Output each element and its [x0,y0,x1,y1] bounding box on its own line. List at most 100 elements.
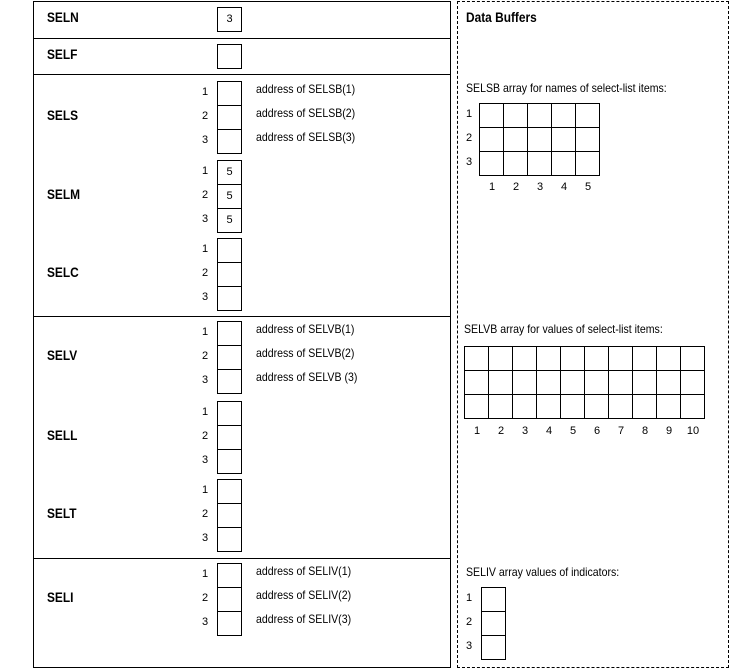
selsb-cell [551,151,576,176]
index-label: 1 [201,406,209,418]
selsb-cell [527,103,552,128]
selsb-caption: SELSB array for names of select-list ite… [466,81,667,95]
seliv-row-label: 1 [465,592,473,604]
selsb-col-label: 1 [488,181,496,193]
field-cell [217,425,242,450]
section-divider [33,316,451,317]
index-label: 1 [201,165,209,177]
field-cell [217,321,242,346]
field-label-selm: SELM [47,186,81,202]
index-label: 1 [201,243,209,255]
field-cell: 5 [217,160,242,185]
field-cell [217,105,242,130]
selvb-cell [488,346,513,371]
index-label: 3 [201,213,209,225]
selvb-cell [464,346,489,371]
index-label: 3 [201,134,209,146]
selvb-cell [608,346,633,371]
seliv-row-label: 2 [465,616,473,628]
selsb-col-label: 2 [512,181,520,193]
selsb-cell [551,103,576,128]
selvb-cell [488,370,513,395]
field-cell [217,238,242,263]
address-label: address of SELSB(1) [256,82,356,96]
selsb-row-label: 3 [465,156,473,168]
field-cell [217,479,242,504]
selvb-cell [512,394,537,419]
field-cell [217,262,242,287]
selvb-cell [632,394,657,419]
selvb-cell [632,370,657,395]
selvb-cell [584,394,609,419]
selvb-col-label: 10 [686,425,700,437]
field-cell [217,587,242,612]
selvb-cell [536,370,561,395]
selvb-cell [656,394,681,419]
field-cell [217,44,242,69]
selvb-col-label: 9 [665,425,673,437]
index-label: 2 [201,430,209,442]
selvb-cell [488,394,513,419]
field-cell: 5 [217,184,242,209]
descriptor-box [33,1,451,668]
selsb-col-label: 5 [584,181,592,193]
selsb-row-label: 2 [465,132,473,144]
selvb-cell [656,370,681,395]
selvb-cell [680,394,705,419]
address-label: address of SELVB(1) [256,322,355,336]
selvb-col-label: 2 [497,425,505,437]
field-cell [217,129,242,154]
index-label: 2 [201,350,209,362]
field-label-seln: SELN [47,9,79,25]
selvb-cell [680,346,705,371]
selvb-cell [512,346,537,371]
section-divider [33,38,451,39]
index-label: 2 [201,267,209,279]
address-label: address of SELIV(3) [256,612,352,626]
index-label: 3 [201,291,209,303]
selsb-cell [551,127,576,152]
index-label: 1 [201,86,209,98]
index-label: 1 [201,568,209,580]
selvb-cell [536,394,561,419]
seliv-row-label: 3 [465,640,473,652]
field-label-selc: SELC [47,264,79,280]
field-label-sels: SELS [47,107,79,123]
field-cell: 3 [217,7,242,32]
selvb-cell [464,370,489,395]
index-label: 1 [201,484,209,496]
section-divider [33,74,451,75]
field-label-selt: SELT [47,505,77,521]
selsb-cell [575,151,600,176]
selvb-cell [632,346,657,371]
selvb-cell [680,370,705,395]
field-cell [217,449,242,474]
field-cell [217,81,242,106]
selsb-cell [503,103,528,128]
selsb-cell [479,151,504,176]
address-label: address of SELSB(3) [256,130,356,144]
index-label: 1 [201,326,209,338]
field-cell [217,345,242,370]
selvb-cell [608,394,633,419]
selsb-row-label: 1 [465,108,473,120]
selsb-cell [479,127,504,152]
selvb-cell [584,370,609,395]
data-buffers-box [457,1,729,668]
selsb-cell [479,103,504,128]
address-label: address of SELIV(2) [256,588,352,602]
selvb-cell [560,394,585,419]
field-cell [217,286,242,311]
selvb-cell [536,346,561,371]
seliv-caption: SELIV array values of indicators: [466,565,620,579]
field-label-seli: SELI [47,589,74,605]
address-label: address of SELVB(2) [256,346,355,360]
selvb-cell [656,346,681,371]
seliv-cell [481,587,506,612]
index-label: 3 [201,616,209,628]
selsb-cell [527,127,552,152]
index-label: 2 [201,189,209,201]
field-cell [217,611,242,636]
selvb-cell [464,394,489,419]
selsb-cell [527,151,552,176]
